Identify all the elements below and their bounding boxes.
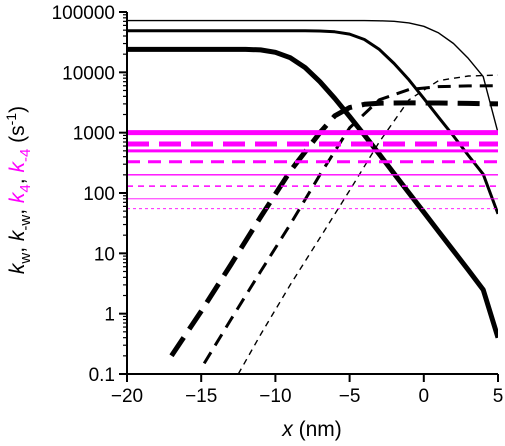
- y-ticks: 0.1 1 10 100 1000 10000 100000: [52, 3, 127, 386]
- black-series-line-6: [237, 74, 498, 374]
- black-series-line-1: [127, 46, 498, 339]
- y-axis-label-part: ,: [6, 241, 29, 253]
- y-axis-label-part: ): [6, 106, 29, 113]
- y-tick-label: 10: [94, 244, 115, 265]
- x-tick-label: 5: [493, 386, 504, 407]
- y-axis-label-part: kw​: [6, 253, 34, 275]
- y-axis-label-part: ,: [6, 173, 29, 185]
- x-tick-label: 0: [419, 386, 430, 407]
- black-series-line-4: [169, 100, 498, 358]
- axes: [126, 12, 498, 375]
- y-axis-label-part: k-4​: [6, 149, 34, 173]
- y-axis-label: kw​, k-w​, k4​, k-4​ (s-1​): [3, 106, 34, 274]
- y-axis-label-part: ,: [6, 203, 29, 215]
- x-tick-label: −20: [111, 386, 143, 407]
- y-tick-label: 100000: [52, 3, 115, 24]
- y-tick-label: 100: [83, 184, 115, 205]
- y-axis-label-part: k4​: [6, 184, 34, 203]
- y-tick-label: 0.1: [89, 365, 115, 386]
- black-series-line-5: [202, 84, 498, 365]
- x-tick-label: −15: [185, 386, 217, 407]
- black-series-line-3: [127, 19, 498, 133]
- y-tick-label: 1000: [73, 124, 115, 145]
- y-axis-label-part: -1​: [3, 113, 19, 126]
- y-axis-label-part: k-w​: [6, 215, 34, 241]
- y-axis-label-part: (s: [6, 125, 29, 148]
- x-tick-label: −5: [339, 386, 361, 407]
- x-axis-label: x (nm): [281, 418, 342, 441]
- series-layer: [127, 19, 498, 374]
- x-axis-symbol: x: [281, 418, 294, 441]
- y-tick-label: 1: [104, 305, 115, 326]
- x-axis-unit: (nm): [293, 418, 342, 441]
- y-tick-label: 10000: [62, 63, 115, 84]
- black-series-line-2: [127, 29, 498, 215]
- x-ticks: −20 −15 −10 −5 0 5: [111, 374, 503, 407]
- x-tick-label: −10: [259, 386, 291, 407]
